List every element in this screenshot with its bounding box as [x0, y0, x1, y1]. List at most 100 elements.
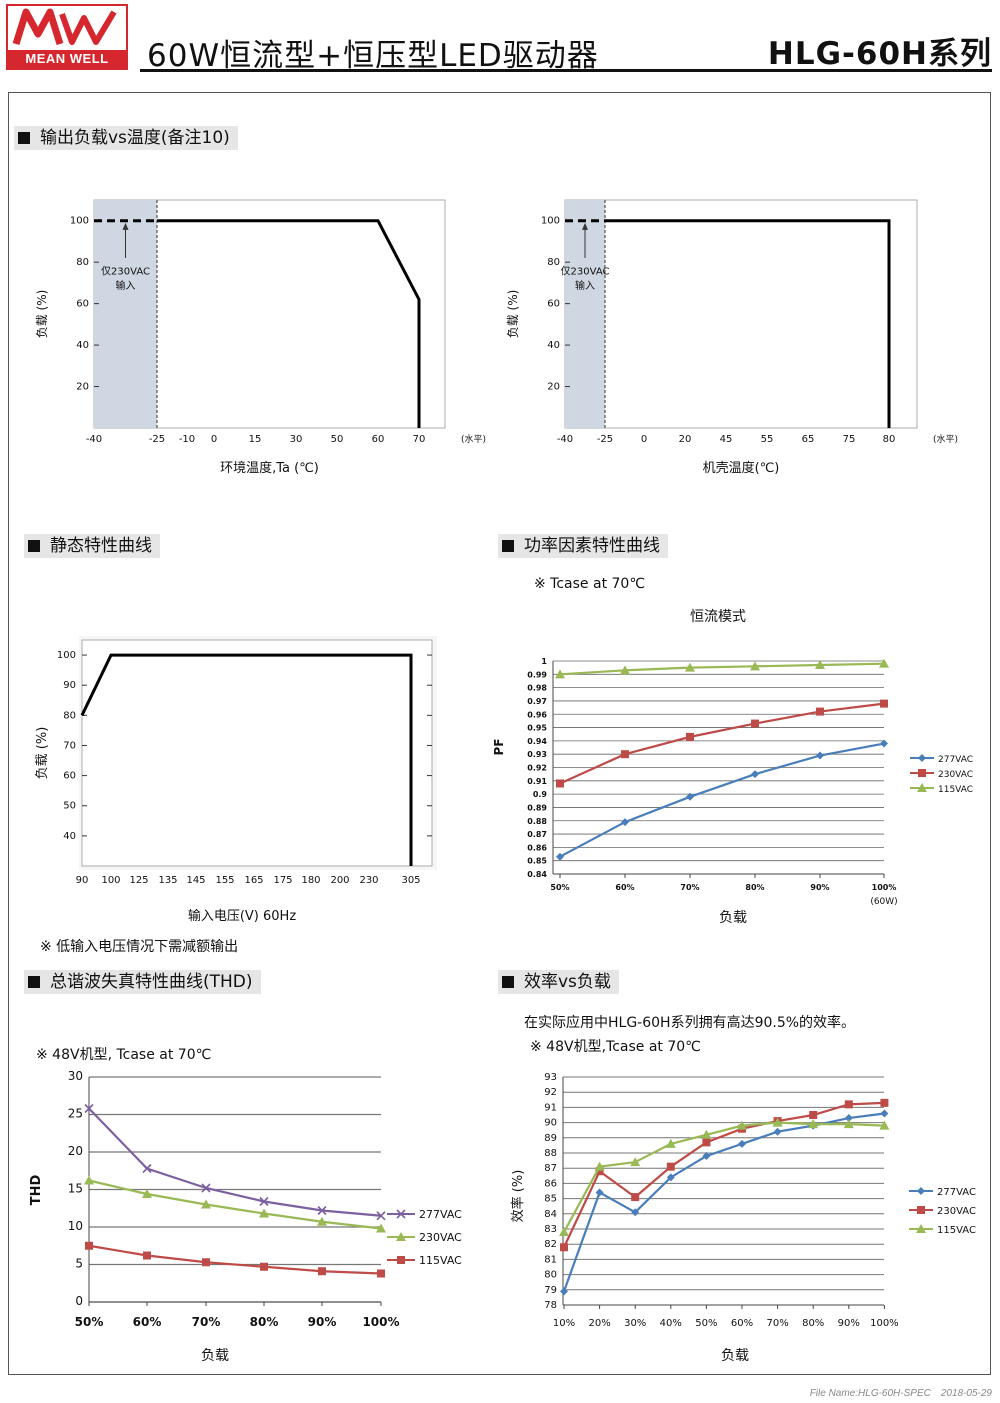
ambient-x-axis-label: 环境温度,Ta (℃): [220, 460, 319, 476]
thd-series-277VAC-point: [376, 1211, 386, 1221]
pf-y-axis-label: PF: [492, 739, 506, 756]
eff-series-230VAC-point: [844, 1100, 853, 1109]
eff-series-115VAC-line: [563, 1121, 885, 1233]
pf-series-277VAC-point: [880, 739, 888, 748]
ambient-y-tick-label: 20: [76, 382, 89, 393]
thd-legend-label: 115VAC: [419, 1254, 462, 1267]
pf-series-230VAC-point: [816, 707, 824, 716]
thd-series-115VAC-point: [377, 1269, 385, 1278]
square-bullet-icon: [18, 132, 30, 144]
eff-series-277VAC-point: [631, 1208, 640, 1217]
pf-y-tick-label: 0.9: [533, 790, 548, 799]
pf-x-tick-label: 60%: [615, 883, 634, 892]
thd-series-230VAC-line: [88, 1179, 382, 1230]
pf-y-tick-label: 0.97: [527, 697, 547, 706]
case-y-axis-label: 负载 (%): [506, 290, 520, 339]
static-y-tick-label: 70: [63, 740, 76, 751]
eff-condition: ※ 48V机型,Tcase at 70℃: [530, 1039, 701, 1055]
case-y-tick-label: 20: [547, 382, 560, 393]
thd-y-tick-label: 30: [68, 1069, 83, 1083]
ambient-y-axis-label: 负载 (%): [35, 290, 49, 339]
pf-legend-marker: [917, 783, 927, 792]
thd-series-277VAC-point: [84, 1103, 94, 1114]
static-x-tick-label: 175: [273, 875, 292, 886]
thd-y-axis-label: THD: [29, 1175, 44, 1206]
section-static-label: 静态特性曲线: [50, 536, 152, 556]
eff-series-277VAC-point: [880, 1109, 889, 1118]
case-x-tick-label: -25: [597, 434, 613, 445]
eff-x-axis-label: 负载: [721, 1348, 749, 1364]
pf-series-115VAC-point: [555, 669, 565, 679]
section-pf: 功率因素特性曲线: [498, 534, 668, 558]
eff-y-tick-label: 81: [544, 1254, 557, 1265]
static-x-tick-label: 90: [76, 875, 89, 886]
thd-legend-label: 277VAC: [419, 1208, 462, 1221]
ambient-x-tick-label: -40: [86, 434, 102, 445]
pf-series-115VAC-point: [815, 659, 825, 669]
eff-legend-marker: [916, 1224, 926, 1233]
eff-series-230VAC-point: [666, 1162, 675, 1171]
thd-x-tick-label: 80%: [250, 1315, 279, 1329]
ambient-x-tick-label: 15: [249, 434, 262, 445]
pf-x-tick-label: 80%: [745, 883, 764, 892]
ambient-y-tick-label: 40: [76, 340, 89, 351]
eff-series-115VAC-point: [630, 1157, 641, 1167]
eff-y-tick-label: 91: [544, 1102, 557, 1113]
case-plot-area: [564, 199, 918, 429]
eff-series-115VAC-point: [879, 1120, 890, 1130]
eff-series-277VAC-point: [702, 1152, 711, 1161]
thd-series-230VAC-point: [201, 1199, 211, 1209]
pf-y-tick-label: 0.96: [527, 710, 547, 719]
thd-legend-marker: [396, 1232, 406, 1241]
pf-series-115VAC-point: [879, 658, 889, 668]
eff-y-axis-label: 效率 (%): [510, 1170, 526, 1223]
eff-series-115VAC-point: [808, 1119, 819, 1129]
mw-logo-icon: [12, 8, 117, 46]
thd-series-277VAC-point: [142, 1163, 152, 1174]
header-rule: [140, 69, 992, 72]
static-x-axis-label: 输入电压(V) 60Hz: [188, 908, 296, 924]
pf-y-tick-label: 0.94: [527, 737, 547, 746]
pf-condition: ※ Tcase at 70℃: [534, 576, 646, 592]
pf-y-tick-label: 0.88: [527, 817, 547, 826]
footer-date: 2018-05-29: [940, 1388, 992, 1399]
static-y-tick-label: 60: [63, 771, 76, 782]
static-x-tick-label: 180: [301, 875, 320, 886]
eff-series-277VAC-line: [562, 1112, 885, 1292]
static-plot-area: [81, 639, 433, 867]
pf-y-tick-label: 0.85: [527, 857, 547, 866]
ambient-x-tick-label: 60: [372, 434, 385, 445]
thd-series-115VAC-line: [88, 1244, 382, 1275]
eff-y-tick-label: 84: [544, 1209, 557, 1220]
ambient-x-tick-label: 50: [331, 434, 344, 445]
static-y-tick-label: 40: [63, 831, 76, 842]
section-thd: 总谐波失真特性曲线(THD): [24, 970, 261, 994]
pf-y-tick-label: 0.92: [527, 764, 547, 773]
mean-well-logo: MEAN WELL: [6, 4, 128, 70]
pf-series-230VAC-line: [559, 702, 885, 785]
thd-series-277VAC-point: [259, 1196, 269, 1207]
thd-x-tick-label: 60%: [133, 1315, 162, 1329]
eff-series-277VAC-point: [844, 1114, 853, 1123]
eff-y-tick-label: 78: [544, 1300, 557, 1311]
pf-x-tick-label: 100%: [872, 883, 897, 892]
ambient-annotation-line2: 输入: [116, 279, 136, 292]
thd-series-115VAC-point: [260, 1262, 268, 1271]
thd-series-115VAC-point: [143, 1251, 151, 1260]
pf-y-tick-label: 0.98: [527, 684, 547, 693]
eff-series-230VAC-point: [702, 1138, 711, 1147]
pf-series-277VAC-point: [686, 792, 694, 801]
pf-series-277VAC-point: [751, 770, 759, 779]
static-x-tick-label: 100: [101, 875, 120, 886]
pf-series-230VAC-point: [686, 732, 694, 741]
eff-y-tick-label: 85: [544, 1194, 557, 1205]
eff-x-tick-label: 30%: [624, 1318, 646, 1329]
thd-series-115VAC-point: [202, 1258, 210, 1267]
case-x-unit: (水平): [933, 433, 958, 445]
pf-series-277VAC-point: [556, 852, 564, 861]
eff-series-115VAC-point: [737, 1120, 747, 1130]
logo-text: MEAN WELL: [8, 50, 126, 68]
eff-x-tick-label: 80%: [802, 1318, 824, 1329]
pf-series-277VAC-line: [559, 742, 885, 858]
